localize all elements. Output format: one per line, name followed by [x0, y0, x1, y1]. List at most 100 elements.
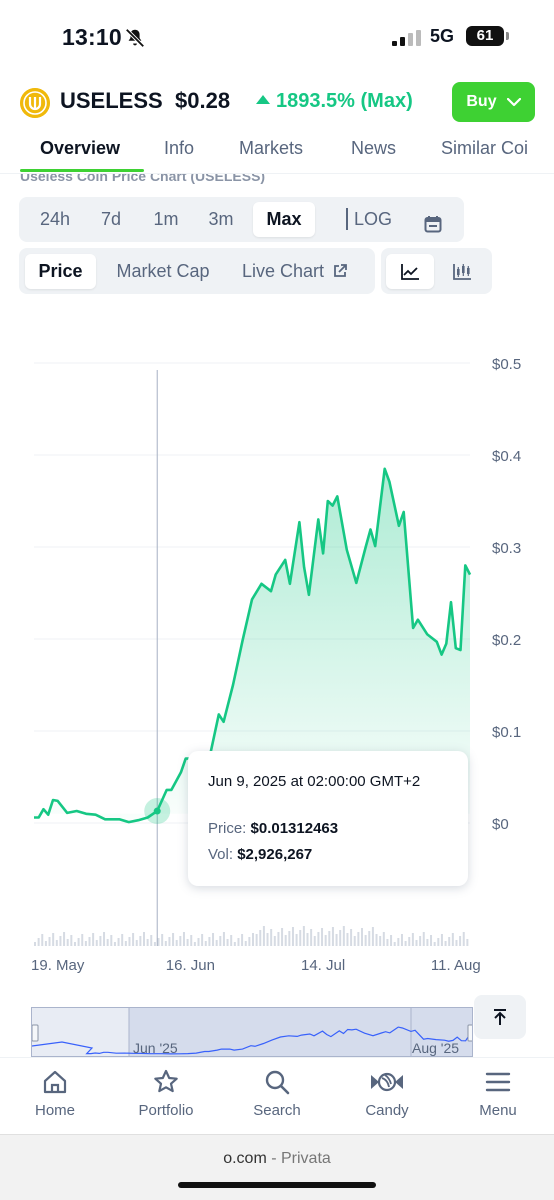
tab-markets[interactable]: Markets	[239, 138, 304, 158]
volume-bar	[291, 927, 294, 946]
navigator-right-handle[interactable]	[467, 1024, 473, 1042]
volume-bar	[99, 936, 102, 946]
chevron-down-icon	[506, 97, 521, 106]
volume-bar	[139, 936, 142, 946]
network-type: 5G	[430, 26, 455, 46]
search-icon	[265, 1070, 290, 1095]
y-tick-label: $0.4	[492, 448, 521, 465]
volume-bar	[182, 932, 185, 946]
volume-bar	[397, 938, 400, 946]
range-3m-button[interactable]: 3m	[208, 209, 234, 229]
chart-subtitle: Useless Coin Price Chart (USELESS)	[20, 168, 266, 184]
volume-bar	[244, 941, 247, 946]
volume-bar	[92, 933, 95, 946]
volume-bar	[357, 932, 360, 946]
x-tick-label: 11. Aug	[431, 957, 481, 974]
volume-bar	[430, 935, 433, 946]
volume-bar	[204, 941, 207, 946]
volume-bar	[248, 937, 251, 946]
tab-similar-coins[interactable]: Similar Coi	[441, 138, 529, 158]
volume-bar	[143, 932, 145, 946]
volume-bar	[106, 939, 109, 946]
volume-bar	[153, 942, 156, 946]
nav-menu[interactable]: Menu	[450, 1068, 546, 1119]
volume-bar	[164, 941, 167, 946]
volume-bar	[124, 941, 127, 946]
range-navigator[interactable]: Jun '25 Aug '25	[31, 1007, 473, 1057]
log-scale-button[interactable]: LOG	[353, 209, 392, 229]
volume-bar	[190, 935, 193, 946]
arrow-up-to-line-icon	[494, 1009, 506, 1025]
volume-bar	[400, 934, 403, 946]
browsing-mode: Privata	[281, 1150, 331, 1167]
tooltip-volume-label: Vol:	[208, 846, 234, 863]
x-tick-label: 19. May	[31, 957, 85, 974]
volume-bar	[146, 939, 149, 946]
volume-bar	[110, 935, 113, 946]
calendar-icon	[424, 216, 442, 233]
nav-search[interactable]: Search	[229, 1068, 325, 1119]
volume-bar	[222, 932, 225, 946]
signal-icon	[392, 30, 421, 46]
tooltip-volume-row: Vol: $2,926,267	[208, 846, 312, 863]
live-chart-link[interactable]: Live Chart	[233, 254, 357, 289]
volume-bar	[219, 936, 222, 946]
battery-cap	[506, 32, 509, 40]
volume-bar	[437, 938, 440, 946]
url-text: o.com - Privata	[0, 1150, 554, 1168]
volume-bar	[364, 935, 367, 946]
volume-bar	[52, 933, 55, 946]
volume-bar	[63, 932, 66, 946]
price-chart[interactable]: $0.5 $0.4 $0.3 $0.2 $0.1 $0 19. May 16. Jun 14.…	[0, 340, 554, 990]
active-tab-indicator	[20, 169, 144, 172]
nav-candy-label: Candy	[365, 1102, 409, 1119]
tab-news[interactable]: News	[351, 138, 397, 158]
volume-bar	[335, 934, 338, 946]
volume-bar	[70, 935, 73, 946]
volume-bar	[310, 929, 313, 946]
nav-portfolio[interactable]: Portfolio	[118, 1068, 214, 1119]
volume-bar	[448, 937, 451, 946]
volume-bar	[346, 933, 349, 946]
volume-bar	[411, 933, 414, 946]
volume-bar	[262, 926, 265, 946]
volume-bar	[277, 932, 280, 946]
volume-bar	[135, 940, 138, 946]
volume-bar	[197, 938, 200, 946]
volume-bar	[317, 932, 320, 946]
volume-bar	[455, 940, 458, 946]
volume-bar	[81, 934, 84, 946]
volume-bar	[419, 936, 422, 946]
volume-bar	[422, 932, 425, 946]
tooltip-price-row: Price: $0.01312463	[208, 820, 338, 837]
volume-bar	[103, 932, 106, 946]
volume-bar	[48, 937, 51, 946]
nav-home[interactable]: Home	[7, 1068, 103, 1119]
market-cap-button[interactable]: Market Cap	[116, 261, 210, 281]
y-tick-label: $0.1	[492, 724, 521, 741]
scroll-to-top-button[interactable]	[474, 995, 526, 1039]
bottom-navigation: Home Portfolio Search Candy Menu	[0, 1057, 554, 1133]
volume-bar	[252, 933, 254, 946]
range-max-button[interactable]: Max	[253, 202, 315, 237]
volume-bar	[266, 933, 269, 946]
tab-info[interactable]: Info	[164, 138, 195, 158]
url-domain: o.com	[223, 1150, 267, 1167]
line-chart-button[interactable]	[386, 254, 434, 289]
navigator-left-handle[interactable]	[32, 1024, 39, 1042]
browser-address-bar[interactable]: o.com - Privata	[0, 1134, 554, 1200]
range-24h-button[interactable]: 24h	[39, 209, 71, 229]
calendar-button[interactable]	[415, 202, 451, 237]
volume-bar	[55, 940, 58, 946]
nav-candy[interactable]: Candy	[339, 1068, 435, 1119]
volume-bar	[284, 935, 287, 946]
volume-bar	[237, 938, 240, 946]
candlestick-chart-button[interactable]	[438, 254, 486, 289]
range-1m-button[interactable]: 1m	[153, 209, 179, 229]
buy-button[interactable]: Buy	[452, 82, 535, 122]
price-chart-button[interactable]: Price	[25, 254, 96, 289]
tab-overview[interactable]: Overview	[40, 138, 121, 158]
volume-bar	[172, 933, 175, 946]
range-7d-button[interactable]: 7d	[100, 209, 122, 229]
volume-bar	[466, 939, 469, 946]
